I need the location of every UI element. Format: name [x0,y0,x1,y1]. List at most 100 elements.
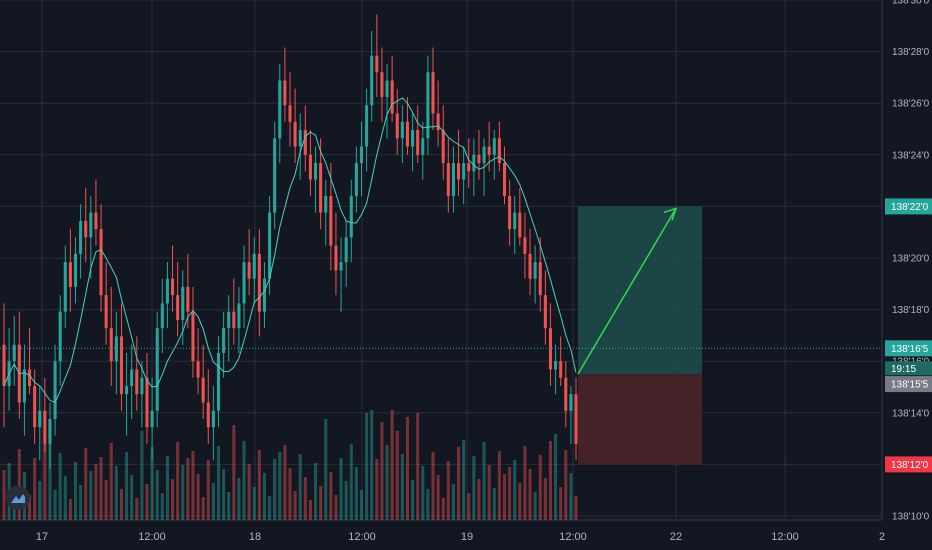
candle-body [155,328,159,411]
volume-bar [574,496,578,520]
volume-bar [390,410,394,520]
x-tick-label: 12:00 [138,531,166,543]
candle-body [446,163,450,197]
volume-bar [375,459,379,520]
candle-body [73,253,78,287]
candle-body [252,253,256,279]
volume-bar [303,477,307,520]
volume-bar [206,460,210,520]
volume-bar [211,483,215,520]
candle-body [222,328,226,353]
candle-body [457,163,461,180]
candle-body [181,286,185,320]
volume-bar [354,467,358,520]
candle-body [28,369,32,386]
stop-price-tag: 138'12'0 [891,460,929,471]
candle-body [467,163,471,172]
volume-bar [548,441,552,520]
volume-bar [145,484,149,520]
candle-body [492,138,496,155]
candle-body [569,394,573,411]
volume-bar [543,478,547,520]
candle-body [390,80,394,114]
volume-bar [109,443,113,520]
volume-bar [482,442,486,520]
volume-bar [559,487,563,520]
volume-bar [237,478,241,520]
volume-bar [477,479,481,520]
candle-body [257,253,261,312]
volume-bar [227,492,231,520]
target-price-tag: 138'22'0 [891,202,929,213]
volume-bar [431,452,435,520]
candle-body [497,138,501,164]
volume-bar [339,458,343,520]
volume-bar [457,447,461,520]
candle-body [477,154,481,164]
volume-bar [288,468,292,520]
candle-body [171,278,175,296]
volume-bar [48,437,52,520]
volume-bar [38,481,42,520]
candle-body [416,130,420,155]
candle-body [518,212,522,238]
volume-bar [436,475,440,520]
tradingview-logo-icon[interactable] [6,486,30,510]
volume-bar [502,474,507,520]
volume-bar [324,419,328,520]
candle-body [232,311,236,329]
candle-body [375,55,379,73]
stop-price-tag-bg [885,456,932,473]
x-tick-label: 12:00 [771,531,799,543]
candle-body [344,237,348,263]
volume-bar [268,496,272,520]
x-tick-label: 22 [670,531,682,543]
volume-bar [79,485,83,520]
volume-bar [426,489,430,520]
candle-body [487,146,491,155]
candle-body [2,344,6,386]
candle-body [441,130,445,164]
candle-body [68,262,72,287]
volume-bar [130,475,134,520]
y-tick-label: 138'24'0 [892,150,930,161]
candle-body [426,72,430,139]
candle-body [150,410,154,428]
candle-body [523,237,527,254]
volume-bar [508,467,512,520]
moving-average-line [3,97,577,404]
candle-body [119,336,123,395]
candle-body [314,163,318,180]
volume-bar [63,476,67,520]
volume-bar [28,495,32,520]
candle-body [533,262,537,279]
candle-body [38,410,42,428]
candle-body [329,196,333,246]
candle-body [502,163,507,197]
volume-bar [247,464,251,520]
candle-body [109,328,113,362]
volume-bar [140,431,144,520]
volume-bar [533,492,537,520]
candle-body [349,196,353,238]
volume-bar [216,446,221,520]
volume-bar [293,491,297,520]
candle-body [380,72,384,98]
volume-bar [380,422,384,520]
candle-body [324,196,328,213]
volume-bar [232,425,236,520]
candle-body [79,220,83,254]
candle-body [339,262,343,271]
candle-body [308,154,312,180]
candle-body [201,377,205,403]
candle-body [513,212,517,230]
candle-body [165,278,169,304]
volume-bar [171,479,175,520]
volume-bar [385,445,389,520]
volume-bar [497,451,501,520]
volume-bar [451,484,455,520]
volume-bar [446,461,450,520]
volume-bar [58,453,62,520]
volume-bar [176,442,180,520]
